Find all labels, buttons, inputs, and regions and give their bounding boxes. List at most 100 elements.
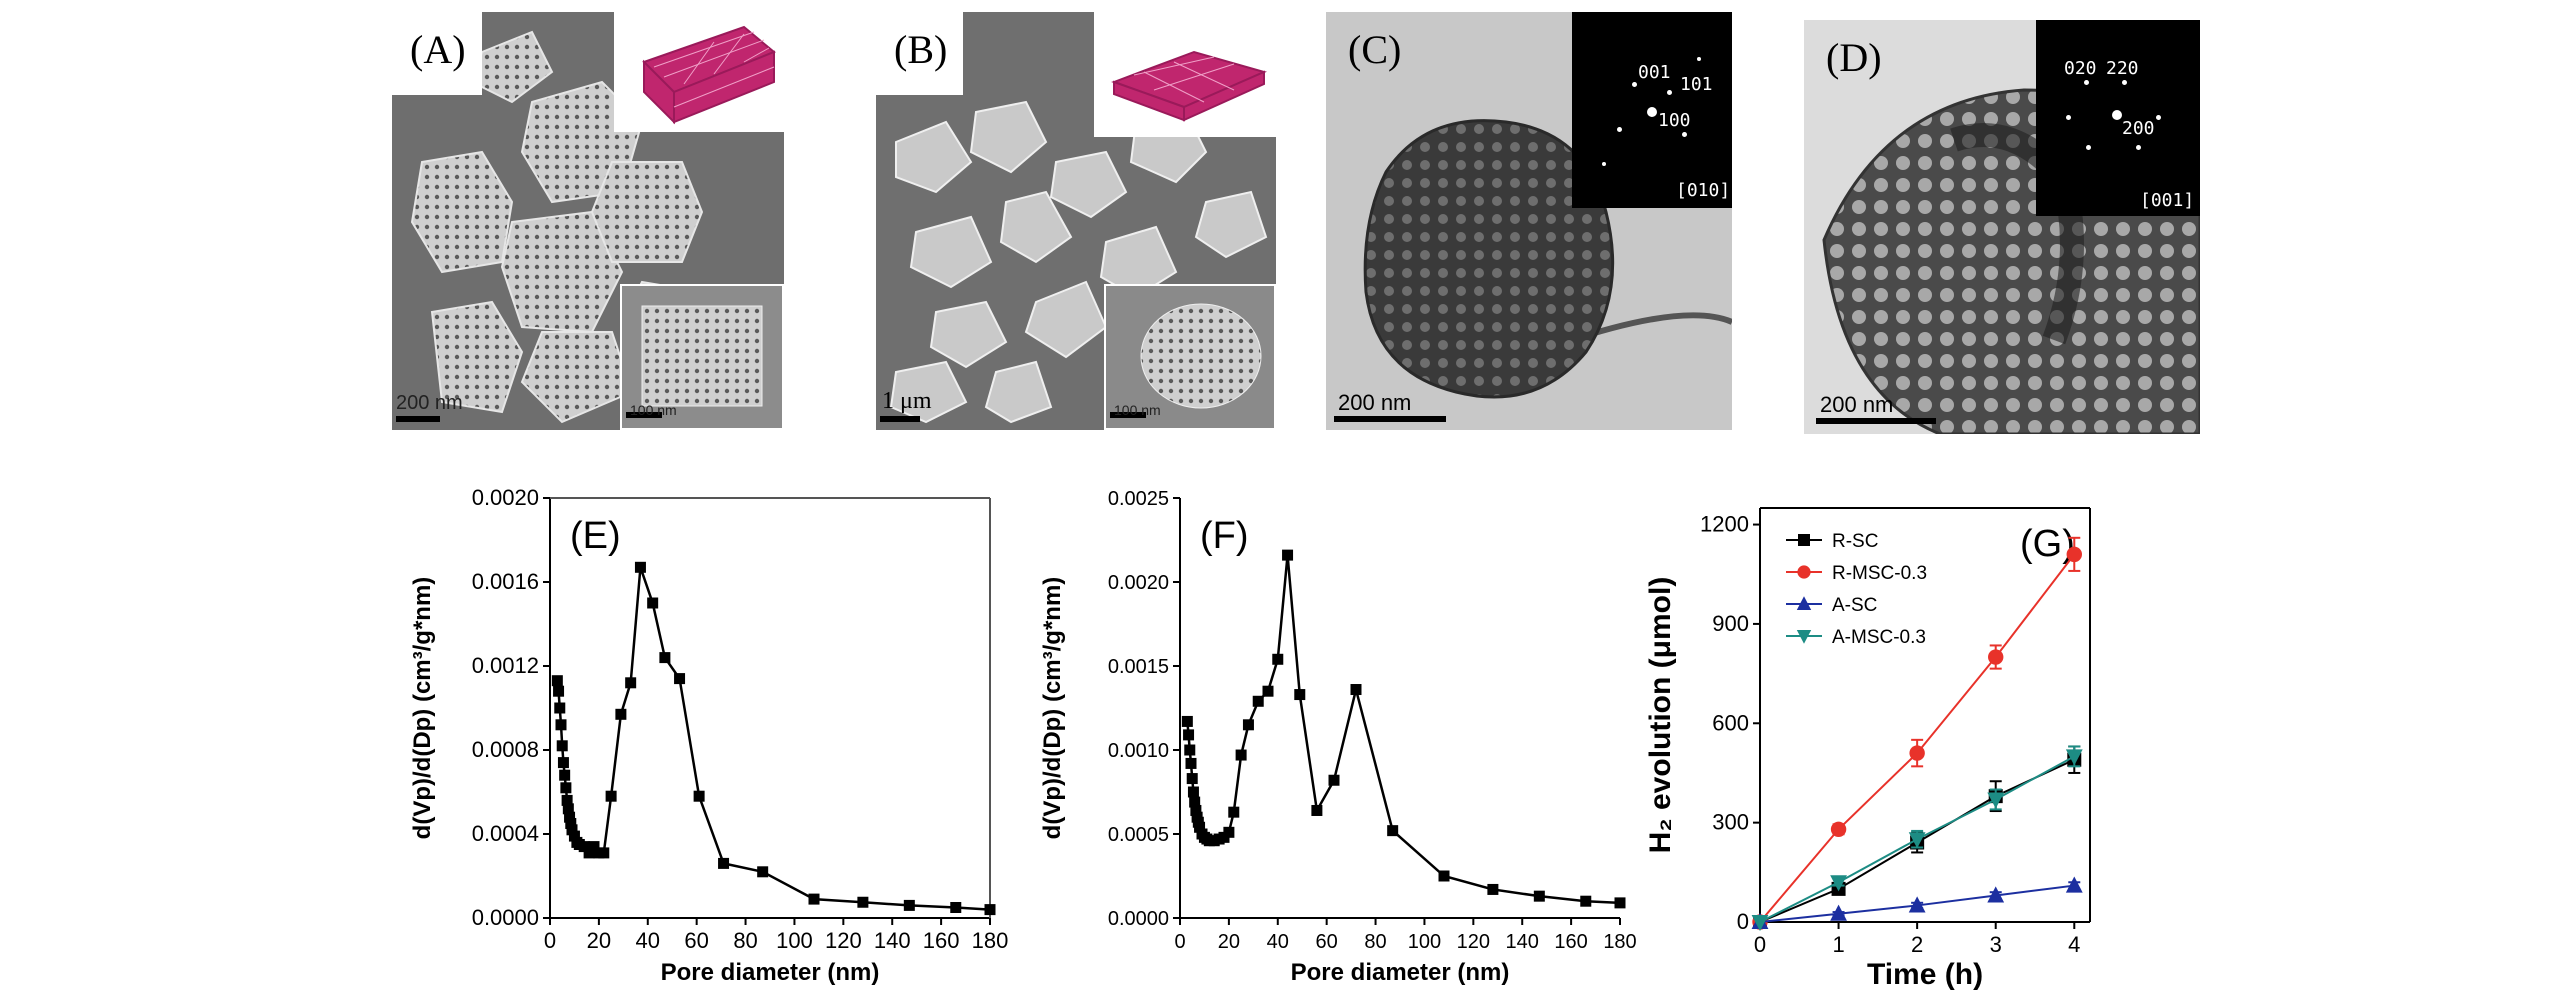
x-tick-label: 100 bbox=[776, 928, 813, 953]
saed-spot bbox=[1697, 57, 1701, 61]
chart-g: 0 1 2 3 4 0 300 600 900 1200 Time (h) H₂ evolution … bbox=[1644, 507, 2091, 991]
x-tick-label: 3 bbox=[1990, 932, 2002, 957]
data-point bbox=[561, 794, 573, 806]
data-point bbox=[625, 677, 637, 689]
data-point bbox=[566, 824, 578, 836]
data-point bbox=[1190, 804, 1202, 816]
saed-index-101: 101 bbox=[1680, 74, 1713, 95]
data-point bbox=[718, 857, 730, 869]
crystal-structure-inset-b bbox=[1094, 12, 1276, 137]
data-point bbox=[634, 561, 646, 573]
x-tick-label: 0 bbox=[1754, 932, 1766, 957]
data-point bbox=[1438, 870, 1450, 882]
data-point bbox=[1987, 792, 2005, 809]
x-tick-label: 120 bbox=[1457, 931, 1490, 953]
data-point bbox=[1830, 875, 1847, 892]
data-point bbox=[1830, 821, 1847, 837]
x-axis-label: Pore diameter (nm) bbox=[1291, 959, 1510, 986]
legend-label: R-MSC-0.3 bbox=[1832, 563, 1927, 584]
x-tick-label: 160 bbox=[923, 928, 960, 953]
x-tick-label: 20 bbox=[587, 928, 611, 953]
y-tick-label: 0.0004 bbox=[472, 821, 539, 846]
scale-label-inset-b: 100 nm bbox=[1114, 402, 1161, 418]
saed-spot bbox=[1602, 162, 1606, 166]
scalebar-c bbox=[1334, 416, 1446, 422]
x-tick-label: 2 bbox=[1911, 932, 1923, 957]
data-point bbox=[1988, 649, 2004, 665]
data-point bbox=[1184, 744, 1196, 756]
y-tick-label: 300 bbox=[1712, 810, 1749, 835]
y-axis-label: H₂ evolution (μmol) bbox=[1644, 577, 1677, 854]
data-point bbox=[647, 597, 659, 609]
data-point bbox=[903, 899, 915, 911]
data-point bbox=[1830, 904, 1847, 921]
data-point bbox=[1181, 715, 1193, 727]
y-tick-label: 0.0010 bbox=[1108, 740, 1169, 762]
panel-label-f: (F) bbox=[1200, 515, 1249, 557]
saed-spot bbox=[2086, 145, 2091, 150]
panel-label-e: (E) bbox=[570, 515, 621, 557]
crystal-structure-icon bbox=[1111, 50, 1267, 122]
data-point bbox=[588, 841, 600, 853]
crystal-structure-icon bbox=[642, 25, 776, 125]
x-axis-label: Time (h) bbox=[1867, 958, 1983, 991]
scalebar-inset-b bbox=[1110, 412, 1146, 418]
x-tick-label: 80 bbox=[733, 928, 757, 953]
tem-image-d: (D) 020 220 200 [001] 200 nm bbox=[1804, 20, 2200, 434]
data-point bbox=[578, 841, 590, 853]
data-point bbox=[564, 811, 576, 823]
data-point bbox=[565, 818, 577, 829]
data-point bbox=[1987, 886, 2005, 903]
data-point bbox=[555, 719, 567, 731]
saed-index-001: 001 bbox=[1638, 62, 1671, 83]
x-tick-label: 1 bbox=[1832, 932, 1844, 957]
pore-texture-inset-a bbox=[641, 305, 763, 407]
y-tick-label: 0.0012 bbox=[472, 653, 539, 678]
legend-marker bbox=[1796, 596, 1812, 610]
legend-label: R-SC bbox=[1832, 531, 1878, 552]
y-axis-label: d(Vp)/d(Dp) (cm³/g*nm) bbox=[1039, 577, 1066, 840]
x-tick-label: 60 bbox=[684, 928, 708, 953]
legend-marker bbox=[1796, 630, 1812, 644]
tem-image-c: (C) 001 101 100 [010] 200 nm bbox=[1326, 12, 1732, 430]
data-point bbox=[1272, 653, 1284, 665]
data-point bbox=[984, 904, 996, 916]
data-point bbox=[1614, 897, 1626, 909]
scale-label-a: 200 nm bbox=[396, 392, 463, 414]
scalebar-b bbox=[880, 416, 920, 422]
data-point bbox=[553, 685, 565, 697]
sem-image-a: (A) 100 nm 200 nm bbox=[392, 12, 784, 430]
saed-index-020: 020 bbox=[2064, 58, 2097, 79]
data-point bbox=[2066, 546, 2082, 563]
scalebar-inset-a bbox=[626, 412, 662, 418]
x-tick-label: 140 bbox=[1506, 931, 1539, 953]
crystal-structure-inset-a bbox=[614, 12, 784, 132]
x-tick-label: 60 bbox=[1316, 931, 1338, 953]
data-point bbox=[950, 902, 962, 913]
data-point bbox=[1194, 821, 1206, 833]
x-tick-label: 180 bbox=[972, 928, 1009, 953]
sem-inset-a: 100 nm bbox=[620, 284, 784, 430]
x-tick-label: 180 bbox=[1603, 931, 1636, 953]
y-tick-label: 900 bbox=[1712, 611, 1749, 636]
data-point bbox=[757, 866, 769, 878]
data-point bbox=[1350, 684, 1362, 696]
data-point bbox=[857, 896, 869, 908]
data-point bbox=[1242, 719, 1254, 731]
data-point bbox=[1262, 685, 1274, 697]
data-point bbox=[659, 652, 671, 664]
scale-label-c: 200 nm bbox=[1338, 390, 1412, 415]
saed-spot bbox=[1617, 127, 1622, 132]
data-point bbox=[1252, 695, 1264, 707]
legend-marker bbox=[1798, 534, 1810, 546]
tem-texture-c bbox=[1326, 12, 1732, 430]
y-tick-label: 0.0020 bbox=[472, 485, 539, 510]
data-point bbox=[559, 769, 571, 781]
saed-spot bbox=[2112, 110, 2122, 120]
data-point bbox=[1223, 826, 1235, 838]
data-point bbox=[1328, 774, 1340, 786]
legend-marker bbox=[1797, 565, 1811, 579]
saed-spot bbox=[2136, 145, 2141, 150]
saed-spot bbox=[1682, 132, 1687, 137]
data-point bbox=[554, 702, 566, 714]
